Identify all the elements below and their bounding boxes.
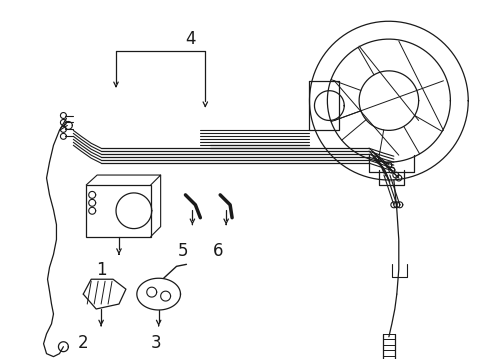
Bar (86, 185, 150, 237)
Text: 1: 1 (96, 261, 106, 279)
Text: 2: 2 (78, 334, 88, 352)
Text: 6: 6 (212, 242, 223, 260)
Text: 3: 3 (150, 334, 161, 352)
Text: 5: 5 (178, 242, 188, 260)
Text: 4: 4 (185, 30, 195, 48)
